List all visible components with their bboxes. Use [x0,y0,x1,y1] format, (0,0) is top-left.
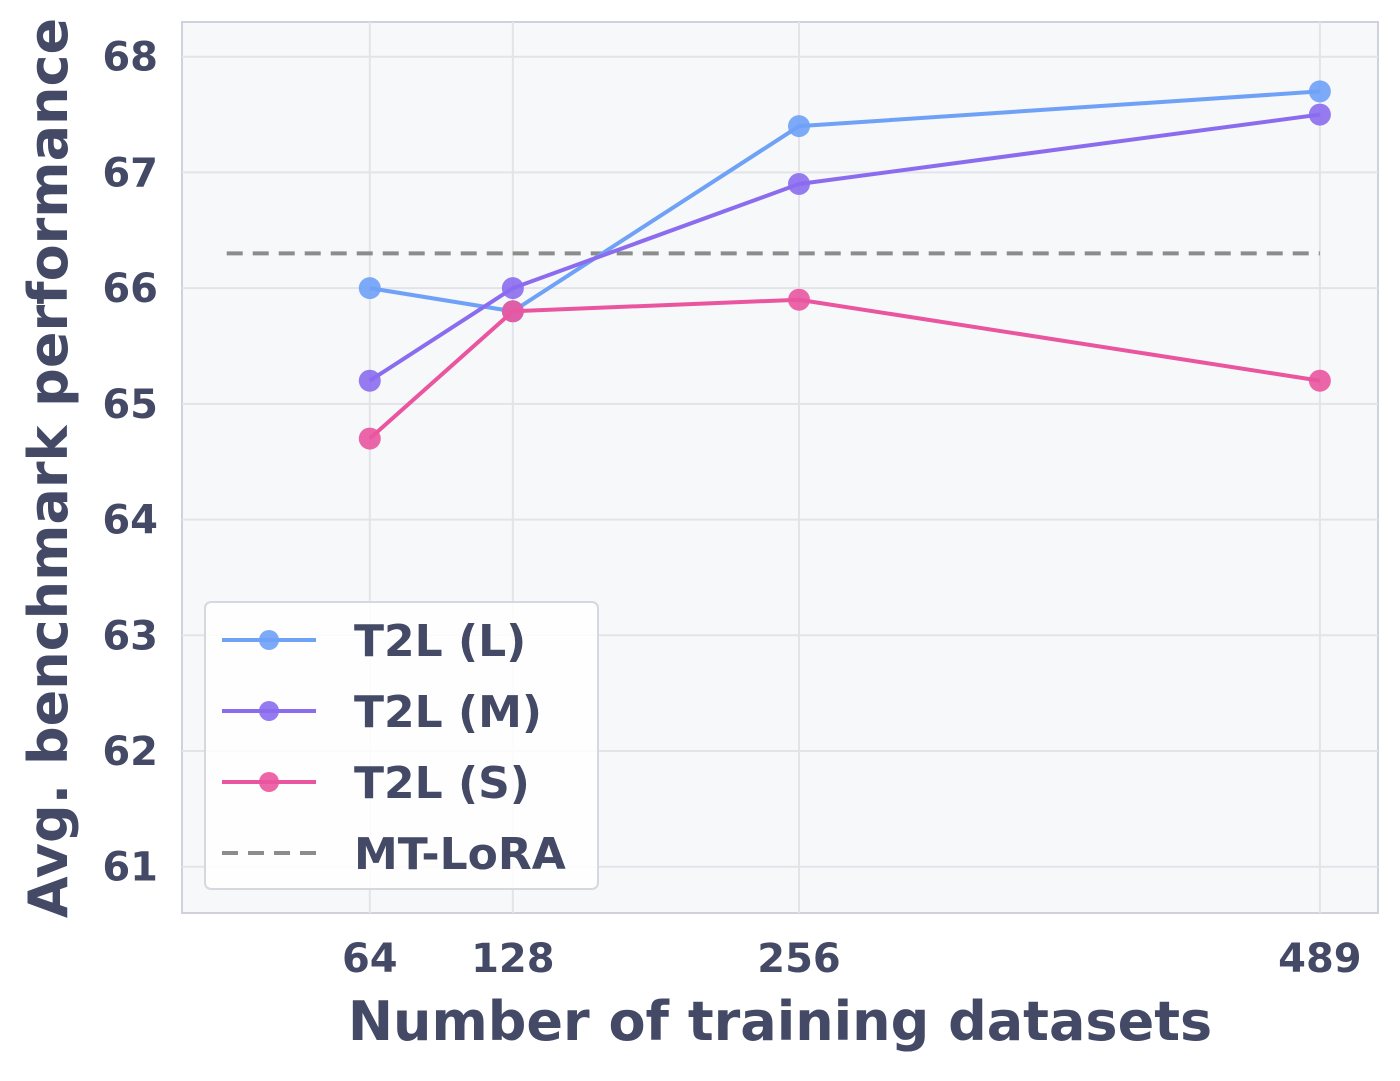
y-tick-label: 65 [102,382,158,428]
y-tick-label: 68 [102,35,158,81]
legend: T2L (L) T2L (M) T2L (S) MT-LoRA [204,601,599,890]
y-tick-label: 64 [102,498,158,544]
legend-item: T2L (S) [222,758,530,809]
legend-label: T2L (M) [354,687,542,738]
legend-item: MT-LoRA [222,829,566,880]
y-tick-label: 63 [102,613,158,659]
series-line [369,89,1321,314]
x-tick-label: 256 [757,936,841,982]
x-tick-label: 489 [1278,936,1362,982]
y-axis-label: Avg. benchmark performance [17,18,80,918]
legend-label: T2L (S) [354,758,530,809]
y-tick-labels: 61 62 63 64 65 66 67 68 [102,35,158,891]
data-point [788,288,811,311]
legend-item: T2L (M) [222,687,542,738]
data-point [1308,103,1331,126]
series-t2l-s [358,288,1331,450]
data-point [1308,369,1331,392]
data-point [788,115,811,138]
y-tick-label: 61 [102,845,158,891]
x-tick-label: 64 [342,936,398,982]
legend-label: MT-LoRA [354,829,566,880]
series-layer [358,80,1331,450]
data-point [501,277,524,300]
x-axis-label: Number of training datasets [348,990,1212,1053]
y-tick-label: 62 [102,729,158,775]
x-tick-labels: 64 128 256 489 [342,936,1362,982]
legend-swatch-marker [259,772,279,792]
x-tick-label: 128 [471,936,555,982]
data-point [788,173,811,195]
legend-item: T2L (L) [222,616,526,667]
legend-swatch-marker [259,701,279,721]
data-point [358,277,381,300]
series-line [368,297,1321,441]
series-t2l-m [358,103,1331,392]
y-tick-label: 67 [102,150,158,196]
data-point [1308,80,1331,103]
data-point [358,369,381,392]
legend-label: T2L (L) [354,616,526,667]
series-line [368,112,1321,383]
data-point [501,300,524,323]
y-tick-label: 66 [102,266,158,312]
legend-swatch-marker [259,630,279,650]
legend-box [204,601,599,890]
data-point [358,427,381,450]
